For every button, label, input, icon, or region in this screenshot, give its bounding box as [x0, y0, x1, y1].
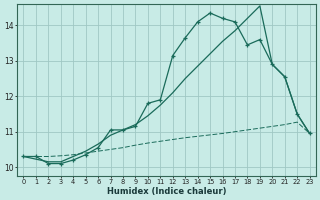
X-axis label: Humidex (Indice chaleur): Humidex (Indice chaleur): [107, 187, 226, 196]
